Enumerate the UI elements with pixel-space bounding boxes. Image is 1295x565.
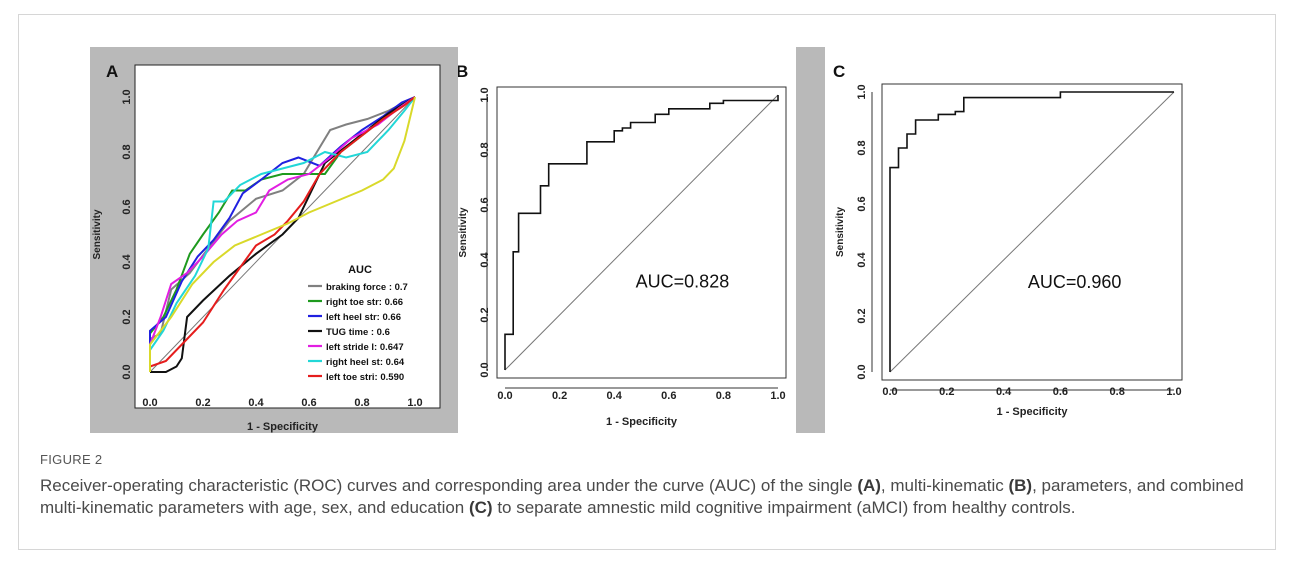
x-axis-label: 1 - Specificity	[606, 416, 678, 428]
x-tick-label: 0.4	[248, 397, 264, 409]
roc-panel-a: 0.0 0.2 0.4 0.6 0.8 1.0 0.0 0.2 0.4 0.6 0.8 1.0 1 - …	[90, 47, 452, 433]
auc-annotation: AUC=0.828	[636, 272, 730, 292]
legend-entry: right heel st: 0.64	[326, 357, 405, 368]
roc-panel-b: 0.0 0.2 0.4 0.6 0.8 1.0 0.0 0.2 0.4 0.6 0.8 1.0 1 - …	[458, 47, 796, 433]
y-tick-label: 0.2	[121, 309, 133, 324]
x-tick-label: 0.0	[142, 397, 157, 409]
caption-part: to separate amnestic mild cognitive impa…	[492, 498, 1076, 517]
y-tick-label: 1.0	[856, 84, 868, 99]
legend-title: AUC	[348, 264, 372, 276]
legend-entry: left stride l: 0.647	[326, 342, 404, 353]
y-tick-label: 1.0	[479, 87, 491, 102]
y-tick-label: 0.4	[479, 251, 491, 267]
figure-caption: Receiver-operating characteristic (ROC) …	[40, 475, 1252, 519]
legend-entry: right toe str: 0.66	[326, 297, 403, 308]
y-tick-label: 0.4	[121, 253, 133, 269]
x-tick-label: 0.0	[882, 386, 897, 398]
panel-letter: C	[833, 62, 845, 81]
roc-curve	[149, 96, 416, 372]
panel-letter: A	[106, 62, 118, 81]
y-tick-label: 0.0	[856, 364, 868, 379]
x-tick-label: 0.8	[354, 397, 369, 409]
panel-letter: B	[458, 62, 468, 81]
y-tick-label: 0.6	[856, 196, 868, 211]
x-tick-label: 0.6	[301, 397, 316, 409]
y-tick-label: 0.0	[479, 362, 491, 377]
y-tick-label: 0.0	[121, 364, 133, 379]
roc-curve	[149, 96, 416, 372]
y-tick-label: 0.4	[856, 251, 868, 267]
legend-entry: left heel str: 0.66	[326, 312, 401, 323]
x-tick-label: 1.0	[407, 397, 422, 409]
diagonal-reference-line	[504, 94, 779, 371]
legend-entry: left toe stri: 0.590	[326, 372, 404, 383]
x-tick-label: 0.0	[497, 390, 512, 402]
plot-frame	[496, 86, 787, 379]
caption-part: Receiver-operating characteristic (ROC) …	[40, 476, 858, 495]
x-tick-label: 0.4	[607, 390, 623, 402]
panel-background	[825, 47, 1203, 433]
roc-curve	[150, 96, 416, 373]
x-tick-label: 1.0	[1166, 386, 1181, 398]
y-axis-label: Sensitivity	[92, 209, 103, 259]
y-tick-label: 0.8	[856, 140, 868, 155]
x-tick-label: 0.2	[195, 397, 210, 409]
x-tick-label: 0.2	[552, 390, 567, 402]
plot-area	[134, 64, 441, 409]
roc-curve	[149, 96, 416, 372]
x-axis-label: 1 - Specificity	[997, 406, 1069, 418]
x-tick-label: 0.8	[716, 390, 731, 402]
auc-annotation: AUC=0.960	[1028, 272, 1122, 292]
x-tick-label: 0.8	[1110, 386, 1125, 398]
caption-part: , multi-kinematic	[880, 476, 1009, 495]
caption-ref-a: (A)	[857, 476, 881, 495]
x-tick-label: 0.6	[661, 390, 676, 402]
y-axis-label: Sensitivity	[458, 207, 469, 257]
x-tick-label: 1.0	[770, 390, 785, 402]
figure-label: FIGURE 2	[40, 452, 103, 467]
y-axis-label: Sensitivity	[835, 207, 846, 257]
roc-curve	[504, 95, 779, 370]
roc-panel-c: 0.0 0.2 0.4 0.6 0.8 1.0 0.0 0.2 0.4 0.6 0.8 1.0 1 - …	[825, 47, 1203, 433]
roc-curve	[889, 91, 1174, 372]
y-tick-label: 0.6	[121, 199, 133, 214]
y-tick-label: 0.6	[479, 197, 491, 212]
roc-curve	[149, 96, 416, 372]
panel-background	[458, 47, 796, 433]
diagonal-reference-line	[889, 91, 1175, 373]
y-tick-label: 0.8	[121, 144, 133, 159]
figure-frame	[18, 14, 1276, 550]
y-tick-label: 0.2	[856, 308, 868, 323]
roc-curve	[149, 96, 416, 372]
x-tick-label: 0.4	[996, 386, 1012, 398]
legend-entry: braking force : 0.7	[326, 282, 408, 293]
plot-frame	[881, 83, 1183, 381]
y-tick-label: 1.0	[121, 89, 133, 104]
legend-entry: TUG time : 0.6	[326, 327, 390, 338]
caption-part: , parameters, and combined multi-kinemat…	[40, 476, 1244, 517]
caption-ref-c: (C)	[468, 498, 493, 517]
y-tick-label: 0.2	[479, 307, 491, 322]
x-axis-label: 1 - Specificity	[247, 421, 319, 433]
caption-ref-b: (B)	[1008, 476, 1033, 495]
x-tick-label: 0.2	[939, 386, 954, 398]
x-tick-label: 0.6	[1053, 386, 1068, 398]
y-tick-label: 0.8	[479, 142, 491, 157]
